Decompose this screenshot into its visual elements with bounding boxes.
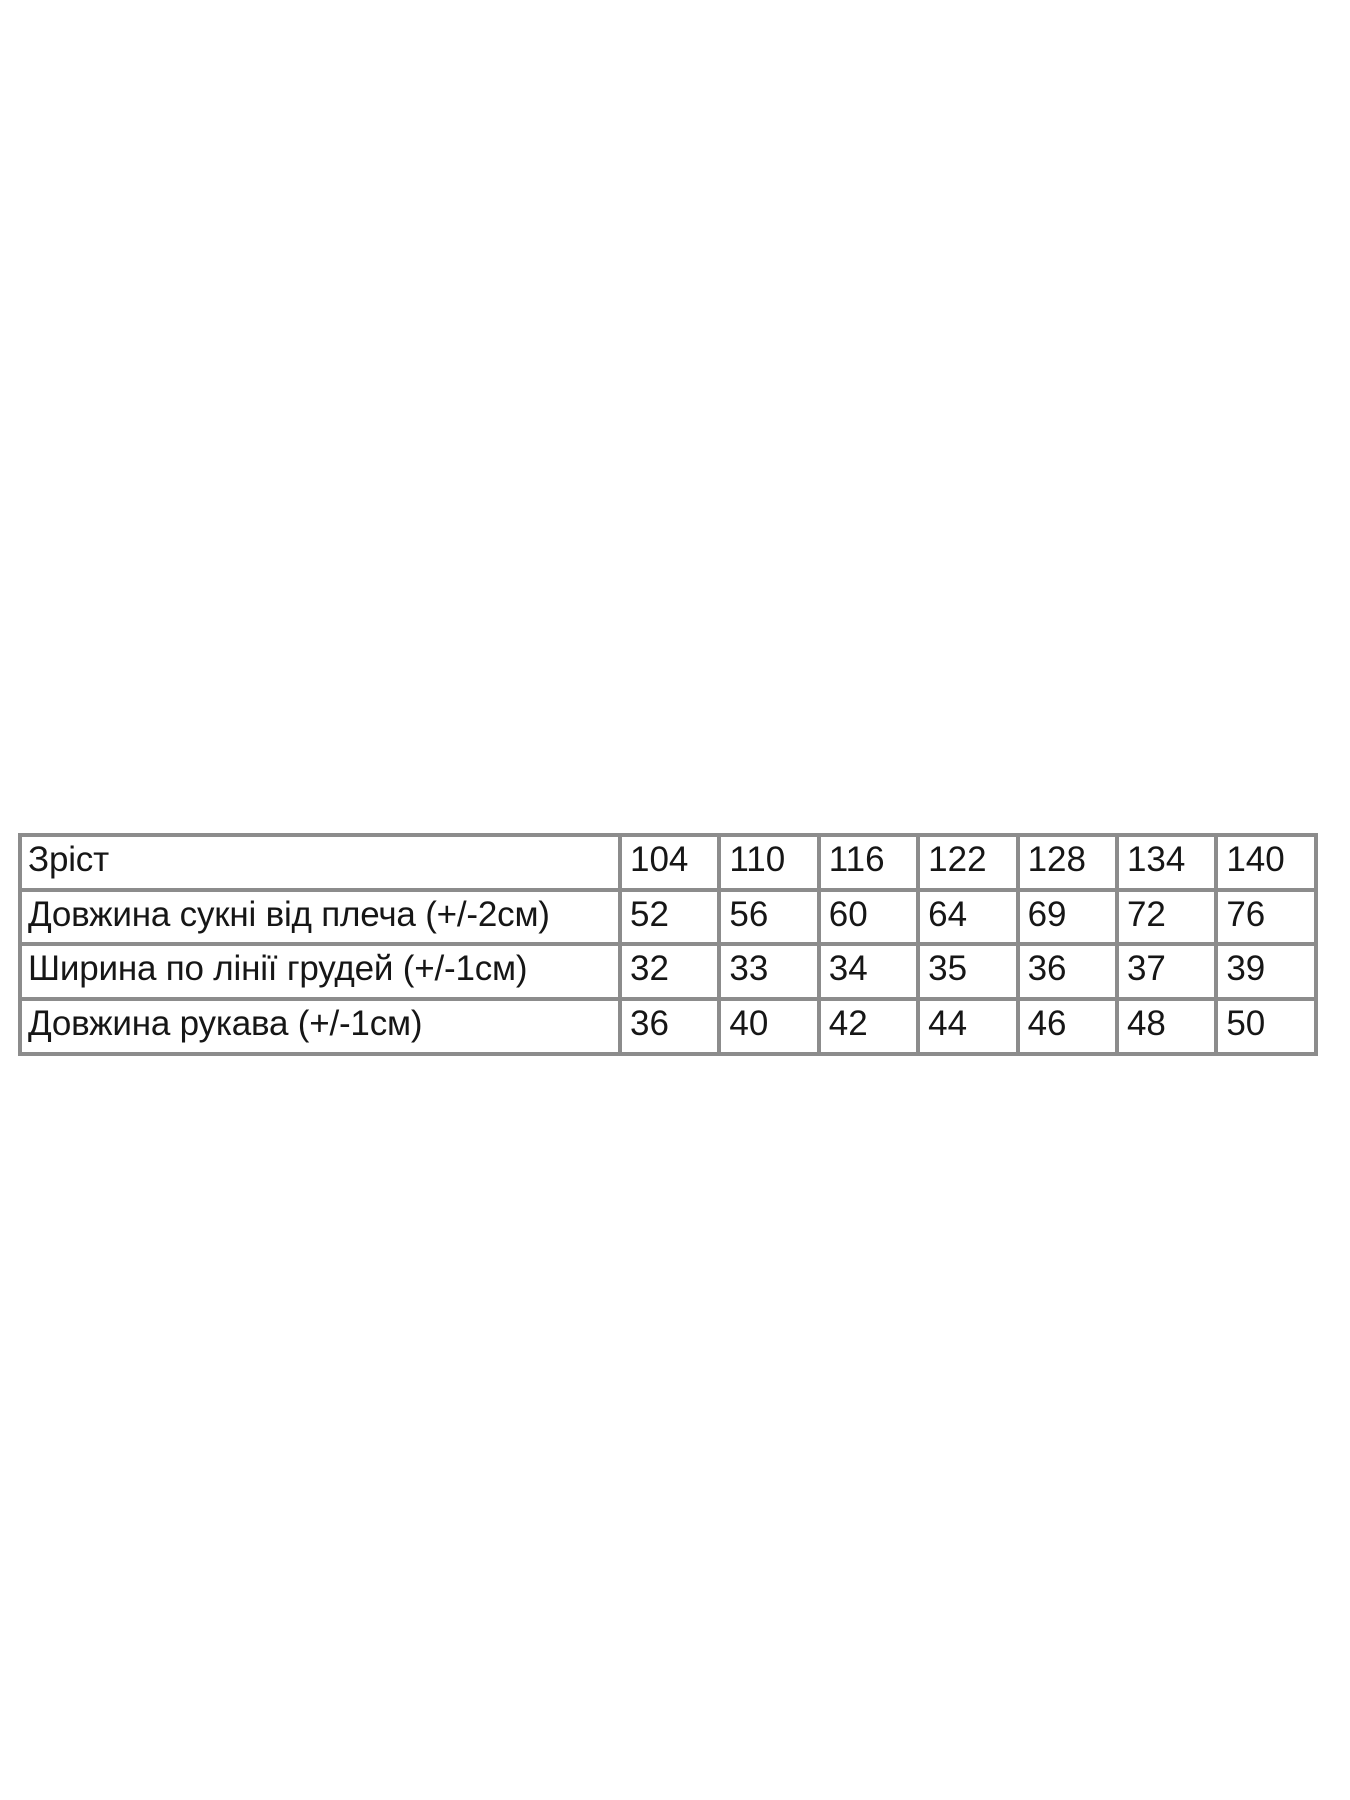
cell-height-134: 134: [1116, 835, 1217, 890]
cell-sleeve-length-2: 40: [719, 999, 819, 1054]
cell-height-122: 122: [918, 835, 1018, 890]
table-row: Довжина сукні від плеча (+/-2см) 52 56 6…: [20, 889, 1316, 945]
row-label-height: Зріст: [20, 835, 620, 890]
cell-chest-width-2: 33: [719, 944, 819, 1000]
cell-sleeve-length-6: 48: [1116, 999, 1217, 1054]
size-chart-table: Зріст 104 110 116 122 128 134 140 Довжин…: [18, 833, 1318, 1056]
row-label-chest-width: Ширина по лінії грудей (+/-1см): [20, 944, 620, 1000]
row-label-sleeve-length: Довжина рукава (+/-1см): [20, 999, 620, 1054]
table-row: Довжина рукава (+/-1см) 36 40 42 44 46 4…: [20, 999, 1316, 1054]
cell-dress-length-6: 72: [1116, 889, 1217, 945]
cell-height-128: 128: [1017, 835, 1117, 890]
cell-chest-width-7: 39: [1216, 944, 1316, 1000]
table-row: Зріст 104 110 116 122 128 134 140: [20, 835, 1316, 890]
cell-dress-length-7: 76: [1216, 889, 1316, 945]
cell-height-104: 104: [620, 835, 720, 890]
cell-chest-width-5: 36: [1017, 944, 1117, 1000]
cell-dress-length-3: 60: [818, 889, 919, 945]
cell-height-116: 116: [818, 835, 919, 890]
cell-height-110: 110: [719, 835, 819, 890]
row-label-dress-length: Довжина сукні від плеча (+/-2см): [20, 889, 620, 945]
cell-chest-width-1: 32: [620, 944, 720, 1000]
cell-chest-width-4: 35: [918, 944, 1018, 1000]
cell-chest-width-6: 37: [1116, 944, 1217, 1000]
cell-chest-width-3: 34: [818, 944, 919, 1000]
size-chart-container: Зріст 104 110 116 122 128 134 140 Довжин…: [18, 833, 1318, 1056]
cell-sleeve-length-5: 46: [1017, 999, 1117, 1054]
cell-height-140: 140: [1216, 835, 1316, 890]
cell-sleeve-length-1: 36: [620, 999, 720, 1054]
cell-dress-length-1: 52: [620, 889, 720, 945]
cell-dress-length-2: 56: [719, 889, 819, 945]
cell-sleeve-length-3: 42: [818, 999, 919, 1054]
table-row: Ширина по лінії грудей (+/-1см) 32 33 34…: [20, 944, 1316, 1000]
cell-dress-length-4: 64: [918, 889, 1018, 945]
cell-sleeve-length-4: 44: [918, 999, 1018, 1054]
cell-dress-length-5: 69: [1017, 889, 1117, 945]
cell-sleeve-length-7: 50: [1216, 999, 1316, 1054]
